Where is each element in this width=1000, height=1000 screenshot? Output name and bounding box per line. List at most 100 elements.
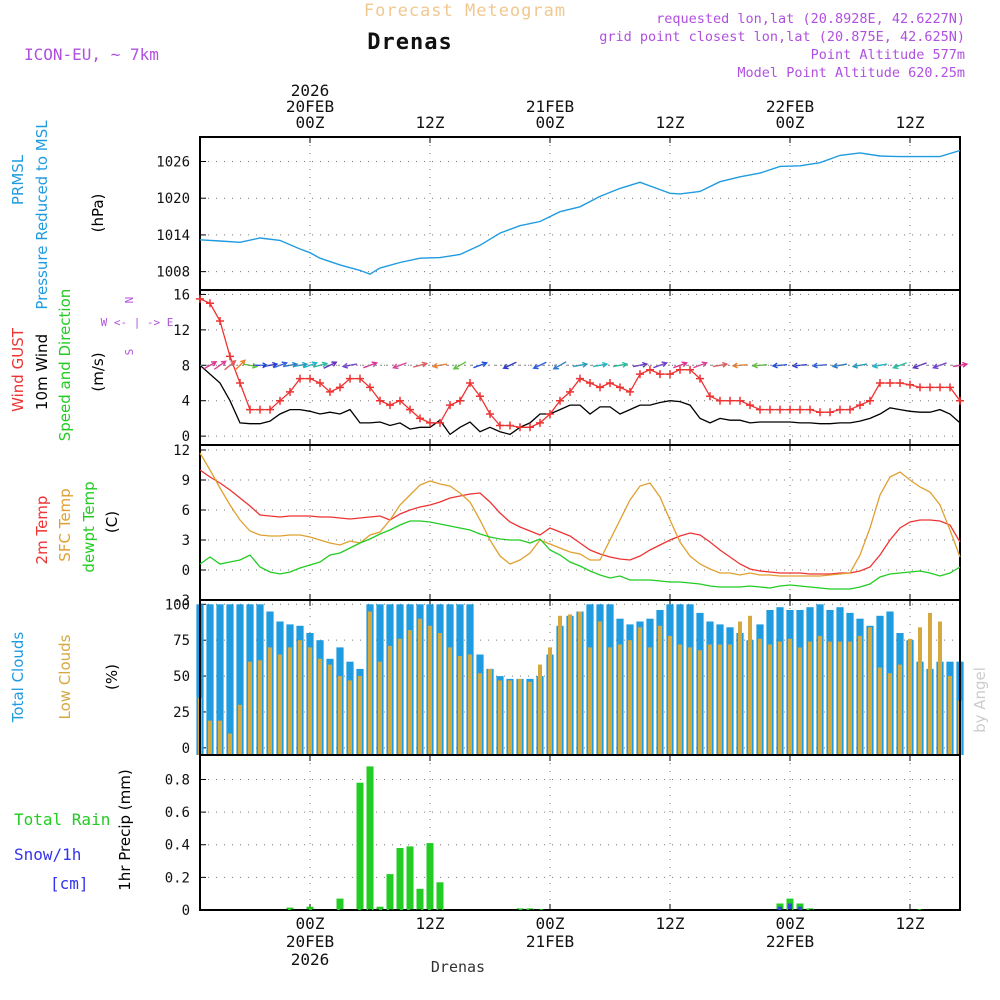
gust-marker [586,379,594,387]
snow-bar [797,906,803,910]
y-tick-label: 1026 [156,154,190,170]
rain-bar [416,888,424,910]
station-name: Drenas [367,30,452,55]
gust-marker [256,405,264,414]
gust-marker [686,365,694,374]
total-cloud-bar [236,604,244,755]
gust-marker [456,396,464,405]
low-cloud-bar [518,678,522,755]
bottom-time-label: 00Z 22FEB [766,914,814,951]
low-cloud-bar [928,612,932,755]
watermark: by Angel [971,667,989,733]
top-time-label: 21FEB 00Z [526,97,574,132]
wind-direction-arrow [262,361,279,368]
low-cloud-bar [528,681,532,755]
y-tick-label: 0 [182,903,190,919]
gust-marker [576,374,584,383]
y-tick-label: 100 [165,597,190,613]
low-cloud-bar [848,641,852,755]
low-cloud-bar [208,720,212,755]
wind-direction-arrow [234,359,246,371]
gust-marker [236,379,244,387]
gust-marker [556,396,564,405]
rain-bar [286,907,294,910]
low-cloud-bar [338,676,342,755]
low-cloud-bar [838,641,842,755]
gust-marker [906,380,914,389]
low-cloud-bar [318,658,322,755]
low-cloud-bar [428,625,432,755]
rain-bar [406,846,414,910]
low-cloud-bar [498,680,502,755]
gust-marker [216,317,224,325]
low-cloud-bar [468,654,472,755]
wind-direction-arrow [413,361,429,368]
info-line: Point Altitude 577m [811,47,965,63]
top-time-label: 12Z [896,113,925,132]
low-cloud-bar [458,656,462,755]
gust-marker [876,379,884,387]
low-cloud-bar [878,667,882,755]
snow-bar [777,906,783,910]
gust-marker [386,401,394,410]
y-tick-label: 0 [182,741,190,757]
model-label: ICON-EU, ~ 7km [24,45,159,64]
precip-rain-label: Total Rain [14,810,110,829]
gust-marker [936,383,944,392]
wind-speed-line [199,364,961,436]
low-cloud-bar [658,625,662,755]
y-tick-label: 9 [182,473,190,489]
low-cloud-bar [808,641,812,755]
gust-marker [646,365,654,374]
wind-direction-arrow [771,362,788,369]
rain-bar [356,782,364,910]
gust-marker [846,405,854,414]
gust-marker [316,379,324,387]
y-tick-label: 1008 [156,265,190,281]
gust-marker [366,383,374,392]
gust-marker [706,392,714,401]
gust-marker [866,396,874,405]
total-cloud-bar [206,604,214,755]
gust-marker [946,383,954,392]
gust-marker [786,405,794,414]
gust-marker [816,408,824,417]
low-cloud-bar [578,611,582,755]
low-cloud-bar [648,647,652,755]
y-tick-label: 12 [173,323,190,339]
y-tick-label: 16 [173,287,190,303]
y-axis-label: dewpt Temp [80,481,98,572]
gust-marker [596,383,604,392]
rain-bar [526,908,534,910]
low-cloud-bar [908,638,912,756]
low-cloud-bar [268,647,272,755]
y-tick-label: 4 [182,394,190,410]
snow-bar [787,903,793,910]
compass-north: N [123,297,136,304]
gust-marker [916,383,924,392]
gust-marker [776,405,784,414]
y-tick-label: 50 [173,669,190,685]
low-cloud-bar [868,627,872,755]
temp-2m-line [199,469,961,575]
wind-direction-arrow [502,361,517,370]
y-axis-label: (C) [103,511,121,533]
rain-bar [366,766,374,910]
gust-marker [326,387,334,396]
gust-marker [406,405,414,414]
gust-marker [476,392,484,401]
low-cloud-bar [818,635,822,755]
footer-station: Drenas [431,958,485,976]
gust-marker [346,374,354,383]
y-axis-label: 1hr Precip (mm) [116,769,134,890]
gust-marker [416,414,424,423]
rain-bar [426,843,434,910]
gust-marker [206,299,214,308]
low-cloud-bar [728,644,732,755]
panel-frame [199,136,961,291]
gust-marker [826,408,834,417]
rain-bar [376,906,384,910]
low-cloud-bar [218,720,222,755]
